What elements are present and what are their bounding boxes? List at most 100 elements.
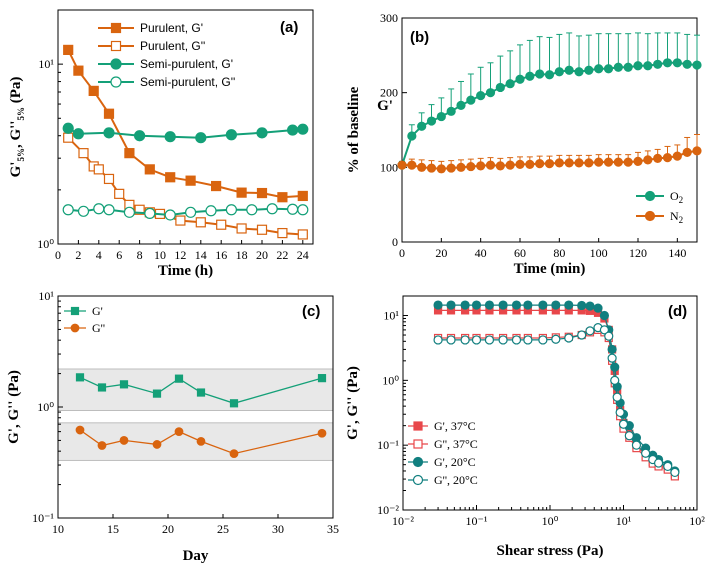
data-point bbox=[175, 215, 186, 226]
data-point bbox=[593, 303, 603, 313]
legend-marker bbox=[413, 439, 423, 449]
data-point bbox=[446, 163, 456, 173]
y-axis-label: % of baseline bbox=[346, 86, 362, 173]
data-point bbox=[144, 207, 156, 219]
series-line bbox=[67, 136, 303, 236]
data-point bbox=[297, 229, 308, 240]
data-point bbox=[511, 335, 522, 345]
data-point bbox=[236, 187, 247, 198]
data-point bbox=[495, 82, 505, 93]
panel-label: (a) bbox=[280, 19, 298, 36]
x-tick-label: 120 bbox=[629, 246, 647, 260]
data-point bbox=[119, 380, 129, 389]
data-point bbox=[78, 148, 89, 159]
data-point bbox=[195, 217, 206, 228]
data-point bbox=[317, 428, 327, 438]
data-point bbox=[603, 157, 614, 167]
data-point bbox=[256, 187, 268, 199]
data-point bbox=[75, 425, 85, 435]
y-axis-label: G'5%, G''5% (Pa) bbox=[8, 77, 26, 178]
data-point bbox=[297, 204, 309, 216]
data-point bbox=[523, 335, 533, 345]
range-band bbox=[57, 422, 334, 461]
data-point bbox=[577, 300, 587, 311]
legend-label: G', 37°C bbox=[434, 419, 476, 433]
legend-marker bbox=[412, 456, 424, 468]
panel-label: (b) bbox=[410, 29, 429, 46]
data-point bbox=[165, 172, 176, 183]
data-point bbox=[663, 461, 673, 472]
data-point bbox=[287, 203, 299, 215]
data-point bbox=[164, 131, 176, 143]
x-tick-label: 60 bbox=[514, 246, 526, 260]
legend-subscript: 2 bbox=[679, 195, 684, 205]
data-point bbox=[476, 91, 486, 101]
legend-marker bbox=[70, 306, 80, 316]
data-point bbox=[564, 65, 574, 75]
legend-marker bbox=[412, 474, 424, 486]
legend-marker bbox=[644, 190, 656, 202]
x-tick-label: 22 bbox=[276, 248, 288, 262]
data-point bbox=[63, 132, 74, 143]
data-point bbox=[525, 71, 535, 81]
data-point bbox=[471, 335, 482, 345]
data-point bbox=[643, 155, 653, 165]
data-point bbox=[653, 59, 663, 69]
data-point bbox=[653, 153, 663, 163]
data-point bbox=[317, 374, 327, 383]
y-tick-label: 10⁻¹ bbox=[377, 438, 399, 452]
data-point bbox=[538, 335, 548, 345]
x-tick-label: 16 bbox=[215, 248, 227, 262]
data-point bbox=[93, 164, 104, 175]
data-point bbox=[618, 419, 629, 429]
data-point bbox=[196, 388, 206, 397]
data-point bbox=[670, 467, 680, 478]
x-tick-label: 6 bbox=[116, 248, 122, 262]
x-tick-label: 30 bbox=[272, 522, 284, 536]
data-point bbox=[287, 124, 299, 136]
x-tick-label: 40 bbox=[475, 246, 487, 260]
legend-marker bbox=[644, 210, 656, 222]
panel-label: (c) bbox=[302, 303, 320, 320]
y-axis-label: G', G'' (Pa) bbox=[345, 366, 361, 440]
data-point bbox=[134, 130, 146, 142]
legend-label: Semi-purulent, G' bbox=[140, 57, 233, 71]
series-line bbox=[67, 127, 303, 139]
data-point bbox=[485, 160, 496, 170]
data-point bbox=[433, 300, 443, 310]
legend-label: G' bbox=[92, 304, 103, 318]
y-axis-label: G', G'' (Pa) bbox=[6, 370, 22, 444]
y-tick-label: 200 bbox=[380, 86, 398, 100]
data-point bbox=[564, 158, 574, 168]
x-tick-label: 35 bbox=[327, 522, 339, 536]
legend-label: Purulent, G'' bbox=[140, 39, 205, 53]
data-point bbox=[682, 147, 692, 157]
data-point bbox=[604, 331, 614, 341]
data-point bbox=[225, 129, 237, 141]
data-point bbox=[515, 159, 525, 169]
x-tick-label: 18 bbox=[236, 248, 248, 262]
x-tick-label: 10⁻¹ bbox=[466, 514, 488, 528]
x-tick-label: 20 bbox=[162, 522, 174, 536]
data-point bbox=[185, 206, 197, 218]
y-tick-label: 10⁰ bbox=[382, 373, 399, 387]
x-axis-label: Time (min) bbox=[514, 261, 586, 277]
legend-label: O2 bbox=[670, 189, 683, 205]
data-point bbox=[551, 300, 561, 310]
x-tick-label: 10² bbox=[689, 514, 705, 528]
data-point bbox=[466, 95, 476, 105]
legend-marker bbox=[110, 76, 122, 88]
data-point bbox=[584, 65, 594, 75]
data-point bbox=[641, 448, 651, 458]
legend-marker bbox=[110, 58, 122, 70]
data-point bbox=[585, 326, 595, 336]
data-point bbox=[407, 131, 417, 141]
x-tick-label: 100 bbox=[590, 246, 608, 260]
data-point bbox=[103, 108, 115, 119]
data-point bbox=[97, 383, 107, 392]
data-point bbox=[471, 300, 482, 310]
data-point bbox=[523, 300, 533, 310]
y-tick-label: 100 bbox=[380, 160, 398, 174]
data-point bbox=[73, 65, 84, 76]
data-point bbox=[613, 62, 623, 72]
